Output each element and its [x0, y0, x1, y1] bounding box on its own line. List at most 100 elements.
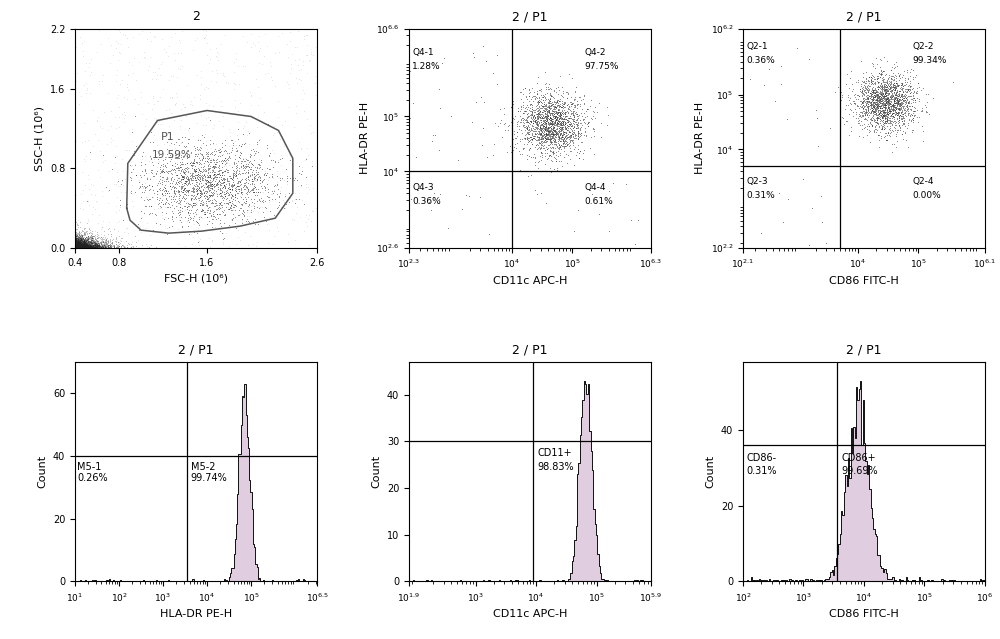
- Point: [883, 97, 899, 107]
- Point: [203, 187, 219, 197]
- Point: [235, 182, 251, 192]
- Point: [82, 239, 98, 249]
- Point: [71, 242, 87, 252]
- Point: [544, 114, 560, 124]
- Point: [74, 239, 90, 249]
- Point: [89, 240, 105, 250]
- Point: [518, 91, 534, 102]
- Point: [243, 204, 259, 215]
- Point: [74, 238, 90, 248]
- Point: [244, 158, 260, 169]
- Point: [185, 213, 201, 223]
- Point: [220, 202, 236, 212]
- Point: [74, 242, 90, 252]
- Point: [74, 225, 90, 235]
- Point: [72, 240, 88, 250]
- Point: [69, 243, 85, 253]
- Point: [231, 139, 247, 150]
- Point: [876, 92, 892, 102]
- Point: [548, 128, 564, 139]
- Point: [534, 140, 550, 150]
- Point: [67, 240, 83, 250]
- Point: [76, 239, 92, 249]
- Point: [67, 242, 83, 252]
- Point: [212, 185, 228, 196]
- Point: [513, 125, 529, 135]
- Point: [74, 240, 90, 250]
- Point: [73, 242, 89, 252]
- Point: [897, 95, 913, 105]
- Point: [76, 239, 92, 249]
- Point: [180, 179, 196, 189]
- Point: [548, 130, 564, 141]
- Point: [266, 148, 282, 158]
- Point: [68, 243, 84, 253]
- Point: [174, 222, 190, 232]
- Point: [562, 97, 578, 107]
- Point: [71, 238, 87, 249]
- Point: [541, 118, 557, 128]
- Point: [205, 123, 221, 133]
- Point: [530, 106, 546, 116]
- Point: [85, 231, 101, 242]
- Point: [880, 89, 896, 100]
- Point: [920, 88, 936, 98]
- Point: [556, 99, 572, 109]
- Point: [857, 109, 873, 119]
- Point: [895, 98, 911, 108]
- Point: [203, 143, 219, 153]
- Point: [119, 82, 135, 92]
- Point: [870, 98, 886, 108]
- Point: [183, 190, 199, 200]
- Point: [79, 236, 95, 246]
- Point: [70, 242, 86, 252]
- Point: [540, 127, 556, 137]
- Point: [70, 243, 86, 253]
- Point: [863, 101, 879, 111]
- Point: [252, 178, 268, 188]
- Point: [489, 50, 505, 60]
- Point: [69, 243, 85, 253]
- Point: [557, 109, 573, 119]
- Point: [217, 165, 233, 175]
- Point: [549, 120, 565, 130]
- Point: [431, 84, 447, 95]
- Point: [87, 242, 103, 252]
- Point: [530, 102, 546, 112]
- Point: [876, 91, 892, 101]
- Point: [565, 135, 581, 146]
- Point: [861, 91, 877, 101]
- Point: [224, 135, 240, 146]
- Point: [542, 83, 558, 93]
- Point: [84, 243, 100, 253]
- Point: [555, 116, 571, 127]
- Point: [549, 163, 565, 173]
- Point: [213, 96, 229, 106]
- Point: [250, 169, 266, 179]
- Point: [235, 123, 251, 133]
- Point: [92, 238, 108, 248]
- Point: [517, 82, 533, 93]
- Point: [566, 110, 582, 120]
- Point: [152, 203, 168, 213]
- Point: [73, 231, 89, 241]
- Point: [523, 118, 539, 128]
- Point: [74, 240, 90, 250]
- Point: [542, 130, 558, 141]
- Point: [533, 124, 549, 134]
- Point: [124, 167, 140, 177]
- Point: [69, 239, 85, 249]
- Point: [541, 130, 557, 140]
- Point: [81, 238, 97, 249]
- Point: [74, 237, 90, 247]
- Point: [80, 242, 96, 252]
- Point: [72, 242, 88, 252]
- Point: [70, 232, 86, 242]
- Point: [186, 190, 202, 200]
- Point: [94, 242, 110, 252]
- Point: [84, 242, 100, 252]
- Point: [116, 242, 132, 252]
- Point: [68, 242, 84, 252]
- Point: [903, 115, 919, 125]
- Point: [244, 176, 260, 186]
